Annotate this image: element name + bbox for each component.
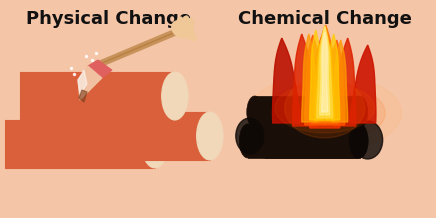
Bar <box>255 96 360 128</box>
Bar <box>265 124 360 158</box>
Text: Physical Change: Physical Change <box>26 10 191 28</box>
Polygon shape <box>293 34 317 126</box>
Ellipse shape <box>349 124 366 158</box>
Polygon shape <box>322 32 328 112</box>
Polygon shape <box>332 40 348 122</box>
Polygon shape <box>317 26 333 118</box>
Ellipse shape <box>297 99 352 127</box>
Polygon shape <box>312 25 338 123</box>
Ellipse shape <box>197 112 223 160</box>
Ellipse shape <box>248 75 402 152</box>
Ellipse shape <box>236 118 264 154</box>
Polygon shape <box>88 60 112 78</box>
Polygon shape <box>302 34 318 122</box>
Ellipse shape <box>171 21 179 31</box>
Polygon shape <box>305 35 325 125</box>
Ellipse shape <box>142 120 168 168</box>
Ellipse shape <box>264 83 385 143</box>
Polygon shape <box>315 26 335 121</box>
Polygon shape <box>325 40 345 125</box>
Polygon shape <box>334 38 356 126</box>
Polygon shape <box>350 45 376 123</box>
Ellipse shape <box>352 96 368 128</box>
Ellipse shape <box>275 83 375 133</box>
Ellipse shape <box>162 72 188 120</box>
Polygon shape <box>79 90 87 102</box>
Ellipse shape <box>247 96 263 128</box>
Bar <box>80 112 210 160</box>
Ellipse shape <box>182 16 189 27</box>
Polygon shape <box>78 70 87 94</box>
Polygon shape <box>78 66 102 100</box>
Ellipse shape <box>187 18 194 29</box>
Bar <box>5 120 155 168</box>
Polygon shape <box>320 27 330 115</box>
Polygon shape <box>310 28 340 128</box>
Bar <box>248 124 358 158</box>
Polygon shape <box>326 34 340 120</box>
Polygon shape <box>272 38 301 123</box>
Ellipse shape <box>281 91 369 135</box>
Ellipse shape <box>285 78 364 138</box>
Ellipse shape <box>239 124 256 158</box>
Polygon shape <box>310 30 324 120</box>
Ellipse shape <box>187 31 196 41</box>
Bar <box>20 72 175 120</box>
Ellipse shape <box>351 124 368 158</box>
Ellipse shape <box>256 124 273 158</box>
Ellipse shape <box>176 17 184 27</box>
Text: Chemical Change: Chemical Change <box>238 10 412 28</box>
Ellipse shape <box>353 121 383 159</box>
Ellipse shape <box>172 22 194 38</box>
